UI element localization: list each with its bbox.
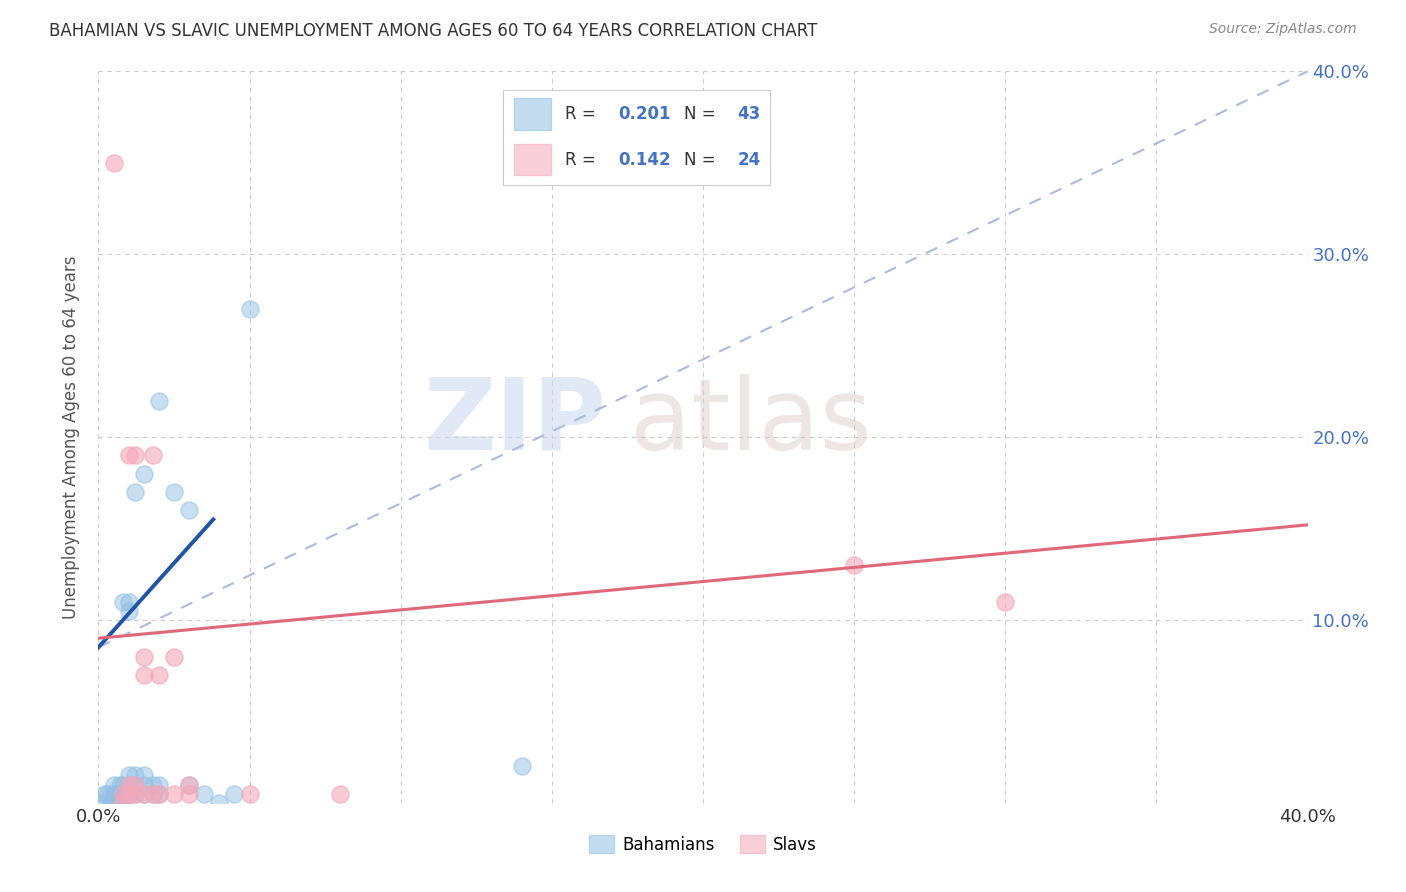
Point xyxy=(124,787,146,801)
Point xyxy=(103,787,125,801)
Point xyxy=(179,787,201,801)
Point xyxy=(100,787,122,801)
Text: atlas: atlas xyxy=(630,374,872,471)
Point xyxy=(132,649,155,664)
Point xyxy=(510,759,533,773)
Point xyxy=(124,768,146,782)
Point xyxy=(142,448,165,462)
Point xyxy=(111,787,134,801)
Point xyxy=(111,594,134,608)
Text: ZIP: ZIP xyxy=(423,374,606,471)
Point xyxy=(124,485,146,500)
Point xyxy=(132,667,155,681)
Point xyxy=(118,594,141,608)
Point xyxy=(844,558,866,573)
Point xyxy=(118,778,141,792)
Point xyxy=(124,778,146,792)
Point xyxy=(994,594,1017,608)
Point xyxy=(111,787,134,801)
Point xyxy=(179,778,201,792)
Legend: Bahamians, Slavs: Bahamians, Slavs xyxy=(582,829,824,860)
Point xyxy=(111,796,134,810)
Point xyxy=(105,796,128,810)
Point xyxy=(132,778,155,792)
Point xyxy=(118,604,141,618)
Point xyxy=(111,778,134,792)
Point xyxy=(179,778,201,792)
Point xyxy=(105,787,128,801)
Point xyxy=(103,778,125,792)
Point xyxy=(108,778,131,792)
Point xyxy=(208,796,231,810)
Point xyxy=(239,787,262,801)
Point xyxy=(148,778,170,792)
Point xyxy=(118,787,141,801)
Point xyxy=(87,796,110,810)
Y-axis label: Unemployment Among Ages 60 to 64 years: Unemployment Among Ages 60 to 64 years xyxy=(62,255,80,619)
Text: BAHAMIAN VS SLAVIC UNEMPLOYMENT AMONG AGES 60 TO 64 YEARS CORRELATION CHART: BAHAMIAN VS SLAVIC UNEMPLOYMENT AMONG AG… xyxy=(49,22,817,40)
Point xyxy=(108,787,131,801)
Point xyxy=(118,768,141,782)
Point xyxy=(148,667,170,681)
Point xyxy=(111,796,134,810)
Point xyxy=(114,787,136,801)
Point xyxy=(163,787,186,801)
Point xyxy=(179,503,201,517)
Point xyxy=(239,301,262,317)
Point xyxy=(132,787,155,801)
Point xyxy=(103,796,125,810)
Point xyxy=(124,448,146,462)
Point xyxy=(142,778,165,792)
Point xyxy=(163,649,186,664)
Point xyxy=(132,787,155,801)
Point xyxy=(132,768,155,782)
Point xyxy=(148,787,170,801)
Text: Source: ZipAtlas.com: Source: ZipAtlas.com xyxy=(1209,22,1357,37)
Point xyxy=(132,467,155,481)
Point xyxy=(118,787,141,801)
Point xyxy=(118,448,141,462)
Point xyxy=(148,787,170,801)
Point xyxy=(93,787,115,801)
Point xyxy=(96,787,118,801)
Point xyxy=(103,156,125,170)
Point xyxy=(329,787,352,801)
Point xyxy=(118,778,141,792)
Point xyxy=(142,787,165,801)
Point xyxy=(148,393,170,408)
Point xyxy=(224,787,246,801)
Point xyxy=(193,787,215,801)
Point xyxy=(163,485,186,500)
Point xyxy=(124,778,146,792)
Point xyxy=(100,796,122,810)
Point xyxy=(142,787,165,801)
Point xyxy=(124,787,146,801)
